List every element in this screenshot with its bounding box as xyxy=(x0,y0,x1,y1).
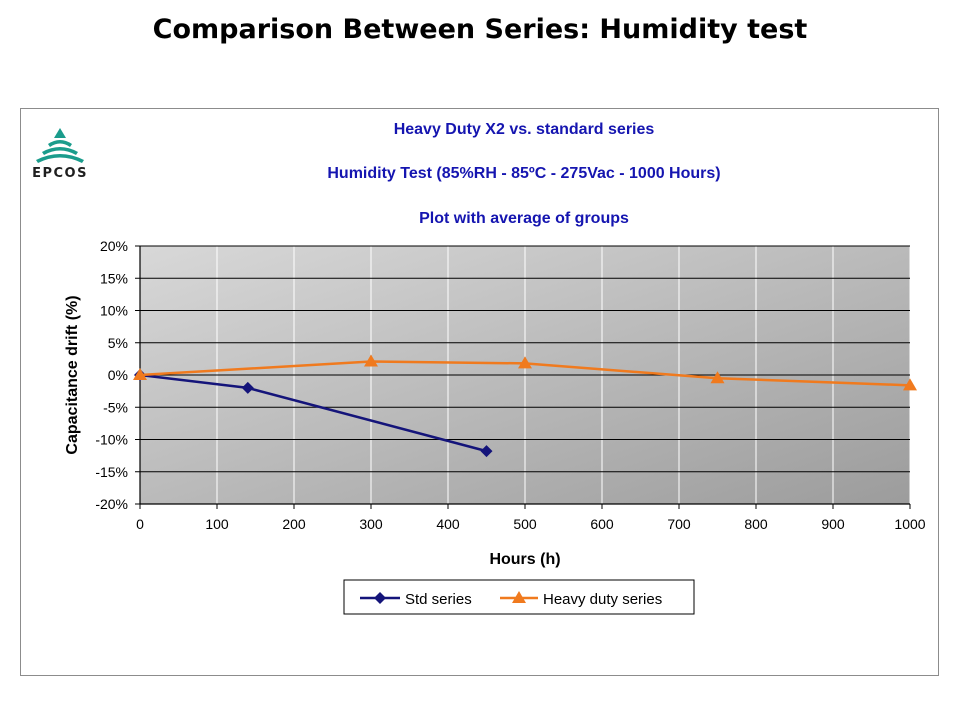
y-tick-label: 20% xyxy=(100,238,128,254)
chart-subtitle: Humidity Test (85%RH - 85ºC - 275Vac - 1… xyxy=(327,165,720,182)
y-tick-label: 10% xyxy=(100,303,128,319)
legend-box xyxy=(343,579,695,615)
x-axis-label: Hours (h) xyxy=(489,551,560,568)
slide-title: Comparison Between Series: Humidity test xyxy=(152,14,808,45)
data-point-heavy xyxy=(710,371,725,384)
chart-subtitle-2: Plot with average of groups xyxy=(419,210,629,227)
data-point-heavy xyxy=(903,378,917,391)
x-tick-label: 800 xyxy=(744,516,768,532)
data-point-heavy xyxy=(364,354,378,367)
series xyxy=(133,354,917,458)
epcos-logo-icon xyxy=(36,128,84,163)
x-tick-label: 100 xyxy=(205,516,229,532)
x-tick-label: 200 xyxy=(282,516,306,532)
y-tick-label: -5% xyxy=(103,399,128,415)
epcos-logo: EPCOS xyxy=(24,126,96,182)
y-tick-label: -10% xyxy=(95,432,128,448)
logo-text: EPCOS xyxy=(32,166,88,181)
legend: Std series Heavy duty series xyxy=(343,579,695,615)
y-tick-label: -20% xyxy=(95,496,128,512)
chart-title: Heavy Duty X2 vs. standard series xyxy=(394,121,655,138)
x-tick-label: 400 xyxy=(436,516,460,532)
legend-label-std: Std series xyxy=(405,591,472,608)
data-point-heavy xyxy=(133,368,147,380)
x-tick-label: 600 xyxy=(590,516,614,532)
y-axis-label: Capacitance drift (%) xyxy=(64,295,81,454)
y-tick-label: 15% xyxy=(100,270,128,286)
data-point-std xyxy=(241,381,254,394)
x-tick-label: 700 xyxy=(667,516,691,532)
tick-labels: 0 100 200 300 400 500 600 700 800 900 1000 20% 15% 10… xyxy=(95,238,925,532)
x-tick-label: 500 xyxy=(513,516,537,532)
legend-marker-heavy xyxy=(512,591,526,603)
y-tick-label: -15% xyxy=(95,464,128,480)
y-tick-label: 5% xyxy=(108,335,128,351)
x-tick-label: 0 xyxy=(136,516,144,532)
legend-label-heavy: Heavy duty series xyxy=(543,591,662,608)
data-point-std xyxy=(480,445,493,458)
x-tick-label: 300 xyxy=(359,516,383,532)
legend-marker-std xyxy=(374,592,386,604)
x-tick-label: 1000 xyxy=(894,516,925,532)
y-tick-label: 0% xyxy=(108,367,128,383)
data-point-heavy xyxy=(518,356,532,369)
x-tick-label: 900 xyxy=(821,516,845,532)
